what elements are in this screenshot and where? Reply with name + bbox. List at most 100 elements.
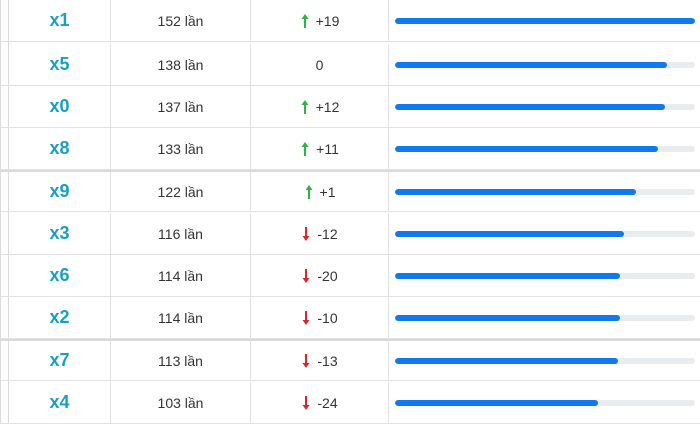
delta-value: -10: [317, 309, 338, 326]
delta-wrap: +12: [300, 98, 340, 115]
progress-fill: [395, 17, 695, 24]
arrow-up-icon: [301, 141, 309, 156]
count-cell: 114 lần: [111, 297, 251, 338]
count-cell: 138 lần: [111, 44, 251, 85]
progress-fill: [395, 357, 618, 364]
delta-value: +1: [319, 183, 336, 200]
progress-fill: [395, 272, 620, 279]
progress-track: [395, 188, 695, 195]
delta-cell: -13: [251, 341, 389, 380]
bar-cell: [389, 213, 700, 254]
delta-wrap: -24: [301, 394, 338, 411]
bar-cell: [389, 128, 700, 169]
count-cell: 103 lần: [111, 382, 251, 423]
number-cell: x3: [9, 213, 111, 254]
delta-value: -20: [317, 267, 338, 284]
table-row: x2 114 lần -10: [1, 297, 700, 339]
count-label: 152 lần: [157, 12, 204, 29]
progress-fill: [395, 188, 636, 195]
progress-track: [395, 145, 695, 152]
delta-value: 0: [315, 56, 324, 73]
delta-wrap: +1: [304, 183, 336, 200]
number-cell: x2: [9, 297, 111, 338]
delta-value: -24: [317, 394, 338, 411]
number-label: x3: [49, 223, 70, 243]
arrow-down-icon: [302, 353, 310, 368]
delta-wrap: +11: [300, 141, 339, 157]
bar-cell: [389, 255, 700, 296]
number-cell: x6: [9, 255, 111, 296]
bar-cell: [389, 341, 700, 380]
count-cell: 113 lần: [111, 341, 251, 380]
table-row: x7 113 lần -13: [1, 339, 700, 381]
count-label: 137 lần: [157, 98, 204, 115]
count-cell: 152 lần: [111, 0, 251, 41]
arrow-up-icon: [301, 99, 309, 114]
progress-fill: [395, 61, 668, 68]
count-cell: 133 lần: [111, 128, 251, 169]
table-row: x3 116 lần -12: [1, 213, 700, 255]
number-label: x0: [49, 96, 70, 116]
delta-cell: -12: [251, 213, 389, 254]
delta-wrap: -20: [301, 267, 338, 284]
bar-cell: [389, 0, 700, 41]
count-label: 113 lần: [158, 352, 203, 369]
delta-cell: +19: [251, 0, 389, 41]
arrow-down-icon: [302, 268, 310, 283]
table-left-border: [8, 0, 9, 424]
table-row: x5 138 lần 0: [1, 44, 700, 86]
number-cell: x0: [9, 86, 111, 127]
bar-cell: [389, 297, 700, 338]
bar-cell: [389, 86, 700, 127]
count-cell: 122 lần: [111, 172, 251, 211]
number-cell: x1: [9, 0, 111, 41]
delta-value: -12: [317, 225, 338, 242]
delta-value: +11: [316, 140, 339, 157]
bar-cell: [389, 382, 700, 423]
count-label: 122 lần: [157, 183, 204, 200]
count-label: 116 lần: [158, 225, 203, 242]
delta-cell: -24: [251, 382, 389, 423]
count-label: 114 lần: [158, 309, 203, 326]
table-row: x6 114 lần -20: [1, 255, 700, 297]
number-cell: x7: [9, 341, 111, 380]
count-cell: 137 lần: [111, 86, 251, 127]
arrow-up-icon: [301, 13, 309, 28]
table-row: x9 122 lần +1: [1, 170, 700, 212]
number-label: x8: [49, 138, 70, 158]
delta-value: +12: [315, 98, 340, 115]
table-row: x0 137 lần +12: [1, 86, 700, 128]
number-label: x6: [49, 265, 70, 285]
progress-track: [395, 314, 695, 321]
progress-fill: [395, 399, 599, 406]
number-label: x7: [49, 350, 70, 370]
delta-value: -13: [317, 352, 338, 369]
delta-cell: +1: [251, 172, 389, 211]
delta-value: +19: [315, 12, 340, 29]
progress-fill: [395, 103, 666, 110]
bar-cell: [389, 172, 700, 211]
delta-cell: 0: [251, 44, 389, 85]
progress-fill: [395, 145, 658, 152]
count-cell: 116 lần: [111, 213, 251, 254]
arrow-down-icon: [302, 395, 310, 410]
table-row: x4 103 lần -24: [1, 382, 700, 424]
count-label: 114 lần: [158, 267, 203, 284]
delta-wrap: -10: [301, 309, 338, 326]
progress-fill: [395, 314, 620, 321]
delta-cell: -20: [251, 255, 389, 296]
number-label: x5: [49, 54, 70, 74]
progress-track: [395, 272, 695, 279]
number-cell: x8: [9, 128, 111, 169]
table-row: x8 133 lần +11: [1, 128, 700, 170]
number-cell: x9: [9, 172, 111, 211]
delta-cell: +12: [251, 86, 389, 127]
progress-track: [395, 230, 695, 237]
number-label: x4: [49, 392, 70, 412]
delta-wrap: +19: [300, 12, 340, 29]
count-label: 138 lần: [157, 56, 204, 73]
bar-cell: [389, 44, 700, 85]
progress-track: [395, 61, 695, 68]
arrow-up-icon: [305, 184, 313, 199]
